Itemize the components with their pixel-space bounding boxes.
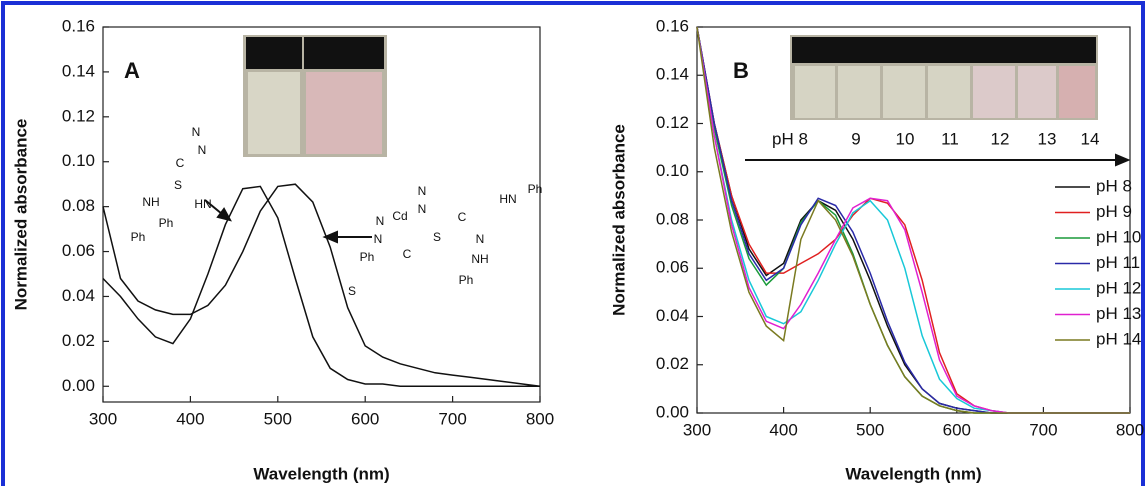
x-tick-label: 300 <box>683 420 711 439</box>
panel-label: B <box>733 58 749 83</box>
y-tick-label: 0.06 <box>62 241 95 260</box>
vial-label: pH 8 <box>772 129 808 148</box>
structure-label: N <box>198 143 207 157</box>
y-tick-label: 0.12 <box>62 106 95 125</box>
structure-label: N <box>418 202 427 216</box>
structure-label: HN <box>499 192 516 206</box>
y-axis-label: Normalized absorbance <box>11 119 30 311</box>
vial-label: 12 <box>991 129 1010 148</box>
vial-label: 11 <box>941 129 959 148</box>
y-tick-label: 0.10 <box>656 161 689 180</box>
structure-label: HN <box>194 197 211 211</box>
x-tick-label: 400 <box>176 409 204 428</box>
data-line <box>696 26 1130 414</box>
x-tick-label: 800 <box>1116 420 1144 439</box>
vial-label: 9 <box>851 129 860 148</box>
legend-label: pH 9 <box>1096 202 1132 221</box>
x-tick-label: 600 <box>351 409 379 428</box>
structure-label: Ph <box>360 250 375 264</box>
y-tick-label: 0.04 <box>62 286 95 305</box>
structure-label: S <box>174 178 182 192</box>
legend-label: pH 11 <box>1096 253 1140 272</box>
structure-label: N <box>476 232 485 246</box>
legend-label: pH 14 <box>1096 329 1141 348</box>
x-tick-label: 800 <box>526 409 554 428</box>
arrows <box>204 153 1131 244</box>
y-tick-label: 0.08 <box>656 209 689 228</box>
y-tick-label: 0.16 <box>656 16 689 35</box>
structure-label: S <box>348 284 356 298</box>
structure-label: Ph <box>159 216 174 230</box>
y-tick-label: 0.00 <box>62 376 95 395</box>
structure-label: S <box>433 230 441 244</box>
x-tick-label: 700 <box>1029 420 1057 439</box>
plot-frame <box>102 26 541 403</box>
x-tick-label: 300 <box>89 409 117 428</box>
y-tick-label: 0.16 <box>62 16 95 35</box>
x-axis-label: Wavelength (nm) <box>253 464 389 483</box>
vial-label: 13 <box>1038 129 1057 148</box>
structure-label: Ph <box>131 230 146 244</box>
y-tick-label: 0.08 <box>62 196 95 215</box>
structure-label: Ph <box>459 273 474 287</box>
y-tick-label: 0.14 <box>656 65 689 84</box>
structure-label: Cd <box>392 209 407 223</box>
photo-a <box>243 35 387 157</box>
y-tick-label: 0.02 <box>62 331 95 350</box>
vial-label: 14 <box>1081 129 1100 148</box>
y-tick-label: 0.10 <box>62 151 95 170</box>
y-axis-label: Normalized absorbance <box>609 124 628 316</box>
y-tick-label: 0.12 <box>656 113 689 132</box>
vial-label: 10 <box>896 129 915 148</box>
legend-label: pH 12 <box>1096 278 1141 297</box>
structure-label: N <box>374 232 383 246</box>
x-tick-label: 500 <box>856 420 884 439</box>
structure-label: NH <box>142 195 159 209</box>
structure-label: N <box>418 184 427 198</box>
legend-label: pH 10 <box>1096 227 1141 246</box>
y-tick-label: 0.06 <box>656 258 689 277</box>
y-tick-label: 0.02 <box>656 354 689 373</box>
structure-label: NH <box>471 252 488 266</box>
legend-label: pH 8 <box>1096 176 1132 195</box>
structure-label: Ph <box>528 182 543 196</box>
y-tick-label: 0.00 <box>656 402 689 421</box>
y-tick-label: 0.14 <box>62 61 95 80</box>
data-line <box>102 183 541 388</box>
structure-label: C <box>458 210 467 224</box>
y-tick-label: 0.04 <box>656 306 689 325</box>
x-tick-label: 600 <box>943 420 971 439</box>
structure-label: C <box>176 156 185 170</box>
structure-label: N <box>376 214 385 228</box>
x-axis-label: Wavelength (nm) <box>845 464 981 483</box>
legend-label: pH 13 <box>1096 304 1141 323</box>
structure-label: N <box>192 125 201 139</box>
photo-b <box>790 35 1098 120</box>
x-tick-label: 500 <box>264 409 292 428</box>
x-tick-label: 400 <box>769 420 797 439</box>
structure-label: C <box>403 247 412 261</box>
data-line <box>102 185 540 388</box>
panel-label: A <box>124 58 140 83</box>
x-tick-label: 700 <box>438 409 466 428</box>
